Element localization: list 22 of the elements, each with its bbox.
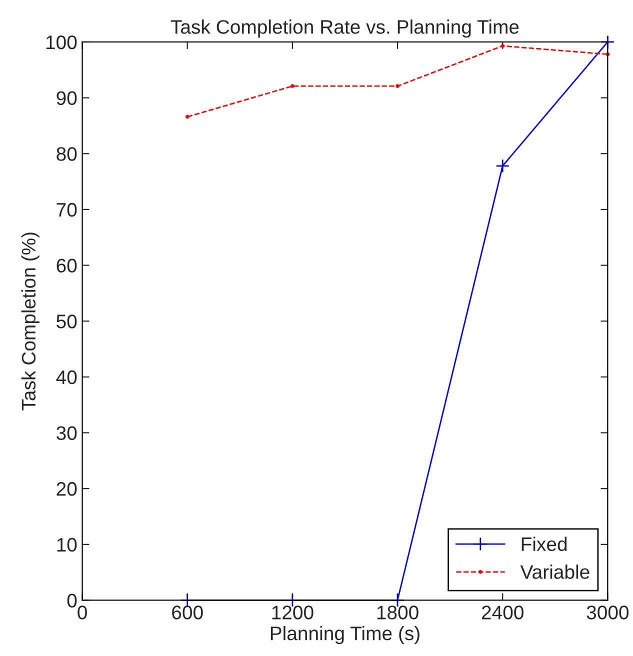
y-tick-label: 90 bbox=[56, 91, 77, 106]
y-tick-label: 0 bbox=[67, 594, 77, 608]
y-tick-label: 10 bbox=[57, 538, 77, 552]
y-tick-label: 70 bbox=[56, 202, 77, 217]
x-tick-label: 1200 bbox=[272, 606, 314, 620]
y-axis-title: Task Completion (%) bbox=[21, 232, 40, 410]
x-tick-label: 3000 bbox=[586, 606, 629, 620]
y-tick-label: 40 bbox=[56, 370, 77, 384]
x-tick-label: 600 bbox=[172, 606, 203, 620]
y-tick-label: 100 bbox=[46, 35, 77, 50]
x-tick-label: 2400 bbox=[482, 606, 524, 620]
x-axis-title: Planning Time (s) bbox=[270, 626, 420, 644]
y-tick-label: 60 bbox=[56, 258, 77, 273]
y-tick-label: 80 bbox=[56, 147, 77, 161]
chart-title: Task Completion Rate vs. Planning Time bbox=[170, 20, 519, 38]
y-tick-label: 20 bbox=[56, 482, 77, 496]
y-tick-label: 50 bbox=[56, 314, 77, 328]
y-tick-label: 30 bbox=[56, 426, 77, 440]
x-tick-label: 1800 bbox=[377, 606, 418, 620]
legend-label: Variable bbox=[520, 564, 590, 579]
legend-label: Fixed bbox=[522, 536, 567, 552]
x-tick-label: 0 bbox=[78, 606, 87, 620]
